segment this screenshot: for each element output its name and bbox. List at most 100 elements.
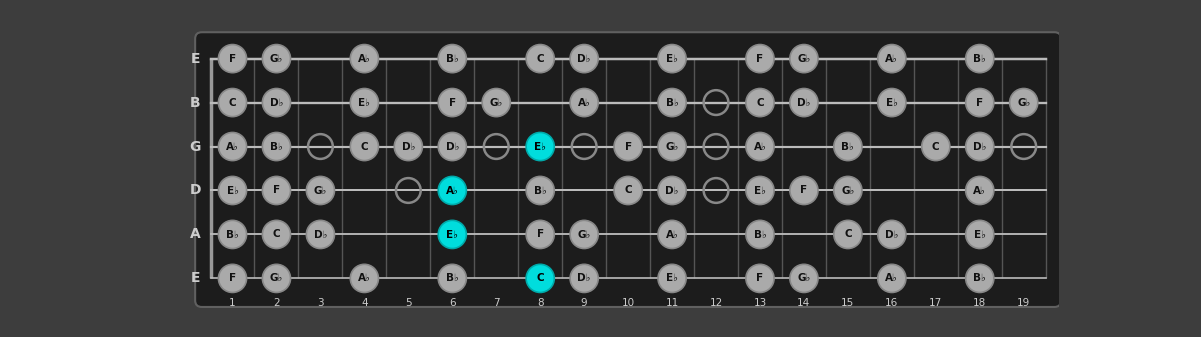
Text: 18: 18 [973,299,986,308]
Text: D: D [190,183,201,197]
Text: C: C [757,98,764,108]
Circle shape [262,264,291,293]
Text: D♭: D♭ [797,98,811,108]
Circle shape [966,176,994,205]
Text: E♭: E♭ [667,273,679,283]
Circle shape [219,176,246,205]
Text: G♭: G♭ [578,229,591,239]
Circle shape [614,132,643,161]
Circle shape [351,44,378,73]
Circle shape [790,264,818,293]
Circle shape [526,220,555,248]
Text: F: F [625,142,632,152]
Circle shape [570,44,598,73]
Circle shape [658,89,686,117]
Circle shape [790,176,818,205]
Text: B♭: B♭ [446,54,459,64]
Circle shape [746,44,775,73]
Text: B: B [190,96,201,110]
Text: C: C [844,229,852,239]
Text: 12: 12 [710,299,723,308]
Circle shape [262,89,291,117]
Circle shape [482,89,510,117]
Text: C: C [537,54,544,64]
Text: F: F [229,54,237,64]
Circle shape [966,220,994,248]
Text: A♭: A♭ [885,273,898,283]
Circle shape [966,89,994,117]
Text: D♭: D♭ [885,229,898,239]
Text: B♭: B♭ [665,98,679,108]
Text: E♭: E♭ [667,54,679,64]
Text: A♭: A♭ [446,185,459,195]
Text: 19: 19 [1017,299,1030,308]
Text: B♭: B♭ [533,185,546,195]
Circle shape [438,44,466,73]
Text: A♭: A♭ [973,185,986,195]
Text: A♭: A♭ [753,142,766,152]
Text: A♭: A♭ [226,142,239,152]
Circle shape [1010,89,1038,117]
Circle shape [878,264,906,293]
Circle shape [966,132,994,161]
Text: B♭: B♭ [753,229,766,239]
Text: E♭: E♭ [754,185,766,195]
Text: G♭: G♭ [797,54,811,64]
Circle shape [351,89,378,117]
Circle shape [438,264,466,293]
Text: B♭: B♭ [973,54,986,64]
Circle shape [526,264,555,293]
Circle shape [658,176,686,205]
Circle shape [306,220,335,248]
Circle shape [658,220,686,248]
Circle shape [658,44,686,73]
Text: B♭: B♭ [973,273,986,283]
Text: D♭: D♭ [578,273,591,283]
Circle shape [658,264,686,293]
Text: B♭: B♭ [226,229,239,239]
Text: D♭: D♭ [446,142,459,152]
Circle shape [746,89,775,117]
Text: B♭: B♭ [842,142,854,152]
Text: F: F [976,98,984,108]
Text: 16: 16 [885,299,898,308]
Circle shape [746,132,775,161]
Text: 6: 6 [449,299,455,308]
Text: 3: 3 [317,299,324,308]
Circle shape [746,220,775,248]
Circle shape [790,89,818,117]
Circle shape [219,44,246,73]
Circle shape [219,89,246,117]
Circle shape [570,89,598,117]
Circle shape [570,264,598,293]
Text: E♭: E♭ [447,229,459,239]
Circle shape [219,220,246,248]
Text: G♭: G♭ [797,273,811,283]
Circle shape [262,220,291,248]
Text: 4: 4 [362,299,368,308]
Circle shape [219,132,246,161]
Text: 13: 13 [753,299,766,308]
Text: D♭: D♭ [270,98,283,108]
Text: E: E [191,271,199,285]
Text: B♭: B♭ [446,273,459,283]
Text: A: A [190,227,201,241]
Text: B♭: B♭ [270,142,283,152]
Text: A♭: A♭ [885,54,898,64]
Circle shape [438,220,466,248]
Text: A♭: A♭ [665,229,679,239]
Text: C: C [625,185,632,195]
Text: F: F [229,273,237,283]
Text: D♭: D♭ [401,142,416,152]
Text: C: C [273,229,280,239]
Text: 8: 8 [537,299,544,308]
Text: F: F [800,185,807,195]
Text: G♭: G♭ [270,54,283,64]
Circle shape [966,44,994,73]
Circle shape [262,44,291,73]
Circle shape [438,89,466,117]
FancyBboxPatch shape [195,32,1060,307]
Circle shape [306,176,335,205]
Text: F: F [273,185,280,195]
Text: D♭: D♭ [313,229,327,239]
